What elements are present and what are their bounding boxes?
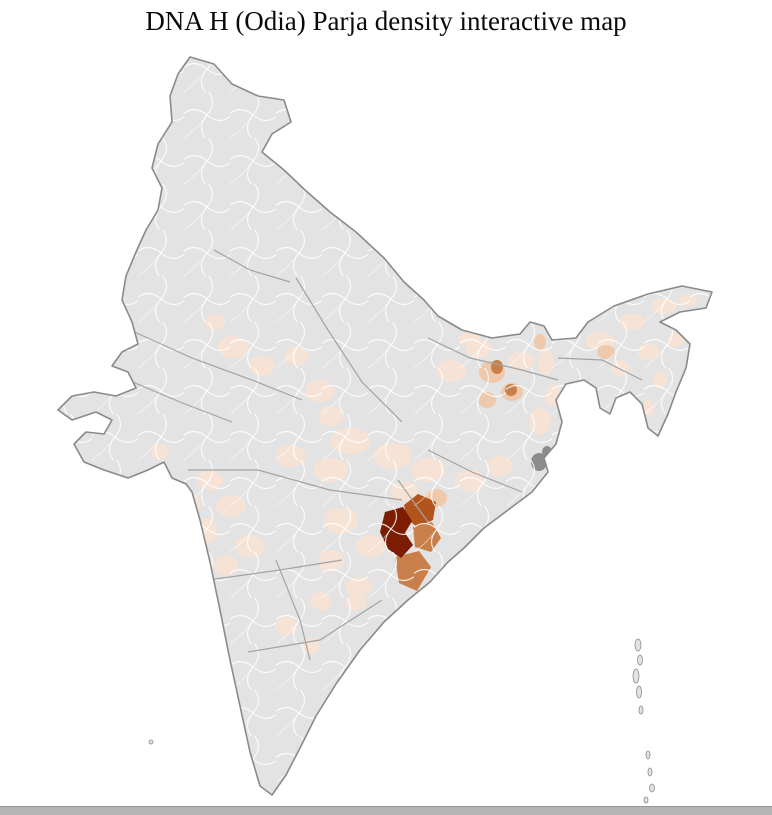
map-title: DNA H (Odia) Parja density interactive m… xyxy=(145,6,627,36)
district-boundary-lines xyxy=(58,57,712,795)
islands xyxy=(148,638,655,804)
state-borders xyxy=(127,249,643,661)
horizontal-scrollbar[interactable] xyxy=(0,806,772,815)
country-outline xyxy=(57,56,713,796)
